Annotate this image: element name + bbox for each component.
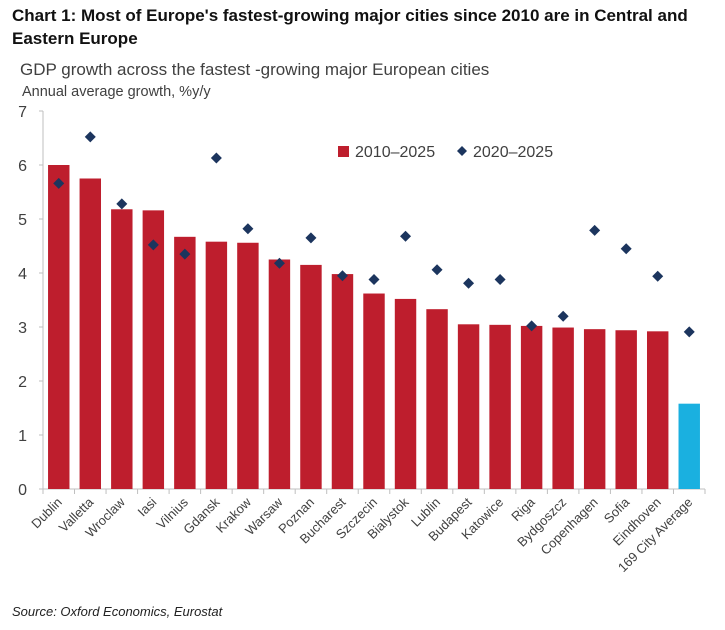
bar	[268, 259, 291, 489]
marker-point	[589, 224, 601, 236]
bar	[237, 242, 259, 489]
marker-point	[400, 230, 412, 242]
marker-point	[305, 232, 317, 244]
marker-point	[526, 320, 538, 332]
bar	[48, 165, 70, 489]
bar	[678, 403, 700, 489]
y-tick-label: 6	[18, 158, 27, 175]
y-tick-label: 0	[18, 482, 27, 499]
bar	[142, 210, 165, 490]
marker-point	[179, 248, 191, 260]
bar	[331, 274, 354, 489]
y-tick-label: 1	[18, 428, 27, 445]
legend-label-marker: 2020–2025	[473, 144, 553, 161]
bar	[457, 324, 480, 489]
legend-label-bar: 2010–2025	[355, 144, 435, 161]
bar	[363, 293, 385, 489]
source-note: Source: Oxford Economics, Eurostat	[12, 604, 223, 619]
marker-point	[53, 177, 65, 189]
bar	[552, 327, 574, 489]
y-axis-label: Annual average growth, %y/y	[22, 84, 211, 100]
marker-point	[147, 239, 159, 251]
y-tick-label: 5	[18, 212, 27, 229]
chart-subtitle: GDP growth across the fastest -growing m…	[20, 60, 490, 79]
y-tick-label: 3	[18, 320, 27, 337]
marker-point	[273, 257, 285, 269]
y-tick-label: 2	[18, 374, 27, 391]
bar-layer	[48, 165, 700, 490]
marker-point	[683, 326, 695, 338]
bar	[426, 309, 448, 489]
marker-point	[84, 131, 96, 143]
category-label: Gdansk	[180, 494, 223, 537]
marker-point	[463, 277, 475, 289]
marker-point	[242, 223, 254, 235]
marker-point	[557, 310, 569, 322]
marker-point	[431, 264, 443, 276]
marker-point	[210, 152, 222, 164]
legend: 2010–2025 2020–2025	[338, 144, 553, 161]
bar	[583, 329, 606, 489]
bar	[646, 331, 669, 489]
marker-point	[494, 273, 506, 285]
chart-title: Chart 1: Most of Europe's fastest-growin…	[12, 6, 688, 48]
bar	[615, 330, 637, 489]
bar	[300, 264, 322, 489]
category-label: Iasi	[135, 494, 160, 519]
bar	[205, 241, 228, 489]
bar	[174, 236, 196, 489]
legend-swatch-marker	[457, 146, 467, 156]
legend-swatch-bar	[338, 146, 349, 157]
y-tick-label: 4	[18, 266, 27, 283]
marker-point	[368, 273, 380, 285]
marker-point	[336, 270, 348, 282]
bar	[489, 324, 511, 489]
y-tick-label: 7	[18, 104, 27, 121]
marker-layer	[53, 131, 695, 338]
bar	[79, 178, 102, 489]
marker-point	[620, 243, 632, 255]
bar	[520, 325, 543, 489]
marker-point	[116, 198, 128, 210]
bar	[111, 209, 133, 489]
marker-point	[652, 270, 664, 282]
bar	[394, 298, 417, 489]
